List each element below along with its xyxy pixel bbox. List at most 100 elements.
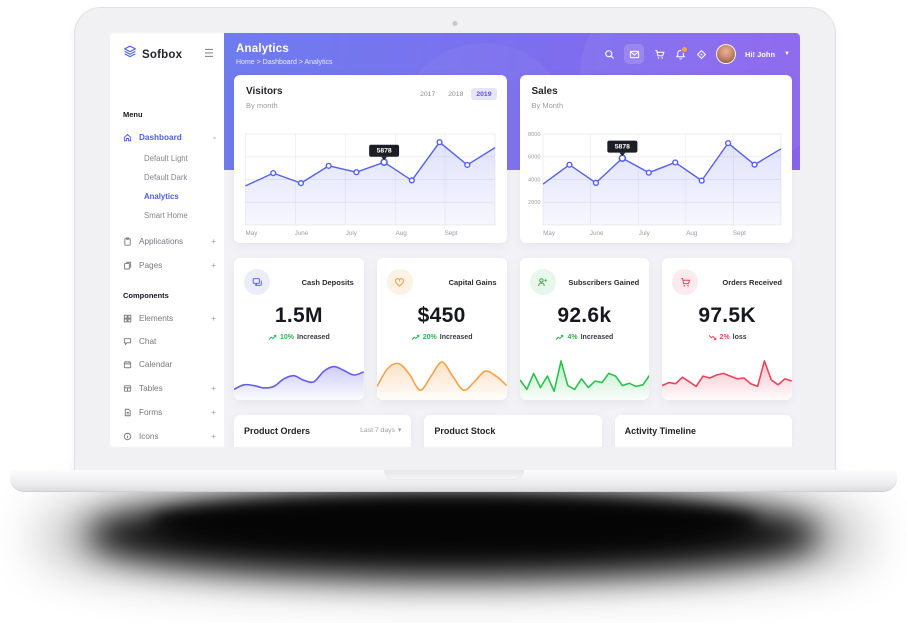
stat-value: 92.6k bbox=[557, 304, 612, 327]
stat-title: Orders Received bbox=[722, 277, 782, 287]
stat-card-cash-deposits: Cash Deposits 1.5M 10% Increased bbox=[234, 258, 364, 400]
info-circle-icon bbox=[123, 432, 132, 440]
file-icon bbox=[124, 408, 131, 416]
svg-text:5878: 5878 bbox=[614, 144, 629, 151]
sparkline-chart bbox=[234, 354, 364, 400]
search-icon[interactable] bbox=[603, 48, 615, 60]
laptop-camera bbox=[452, 21, 458, 26]
main-area: Analytics Home > Dashboard > Analytics bbox=[224, 33, 800, 447]
svg-text:5878: 5878 bbox=[377, 148, 392, 155]
pages-icon bbox=[124, 261, 132, 269]
card-title: Activity Timeline bbox=[624, 426, 697, 436]
collapse-indicator[interactable]: - bbox=[213, 132, 216, 142]
sales-line-chart[interactable]: May June July Aug Sept 2000 4000 6000 8000 5878 bbox=[526, 116, 783, 238]
date-filter-dropdown[interactable]: Last 7 days ▾ bbox=[360, 426, 402, 435]
trend-up-icon bbox=[555, 334, 564, 341]
sidebar-toggle-icon[interactable]: ☰ bbox=[204, 48, 214, 60]
user-avatar[interactable] bbox=[716, 44, 737, 64]
svg-text:May: May bbox=[543, 230, 556, 237]
clipboard-icon bbox=[124, 236, 131, 246]
stat-card-capital-gains: Capital Gains $450 20% Increased bbox=[376, 258, 507, 400]
stat-title: Subscribers Gained bbox=[568, 277, 640, 287]
page-title: Analytics bbox=[236, 43, 289, 55]
laptop-notch bbox=[383, 470, 524, 480]
sidebar-item-icons[interactable]: Icons + bbox=[110, 424, 224, 447]
sidebar-item-dashboard[interactable]: Dashboard - bbox=[110, 125, 224, 149]
sparkline-chart bbox=[519, 354, 650, 400]
svg-text:May: May bbox=[246, 230, 259, 237]
breadcrumb: Home > Dashboard > Analytics bbox=[236, 59, 333, 66]
message-icon bbox=[244, 269, 270, 295]
svg-text:June: June bbox=[295, 230, 309, 237]
svg-text:Aug: Aug bbox=[686, 230, 698, 237]
laptop-shadow-core bbox=[150, 496, 757, 548]
svg-text:July: July bbox=[638, 230, 650, 237]
sidebar-item-smart-home[interactable]: Smart Home bbox=[144, 211, 188, 220]
sofbox-logo-icon bbox=[123, 45, 137, 64]
svg-text:July: July bbox=[346, 230, 358, 237]
screen: Sofbox ☰ Menu Dashboard - Default Light … bbox=[110, 33, 800, 447]
bell-icon[interactable] bbox=[674, 46, 689, 60]
chevron-down-icon[interactable]: ▼ bbox=[784, 51, 790, 57]
sidebar-item-analytics[interactable]: Analytics bbox=[144, 192, 179, 201]
expand-indicator[interactable]: + bbox=[211, 236, 216, 246]
stat-title: Capital Gains bbox=[448, 277, 497, 287]
card-title: Product Orders bbox=[244, 426, 311, 436]
cart-icon[interactable] bbox=[653, 48, 665, 60]
product-orders-card: Product Orders Last 7 days ▾ bbox=[234, 415, 412, 447]
svg-text:2000: 2000 bbox=[528, 200, 540, 206]
sidebar-item-calendar[interactable]: Calendar bbox=[110, 353, 224, 376]
laptop-base bbox=[10, 470, 897, 491]
tab-2019[interactable]: 2019 bbox=[471, 88, 497, 100]
card-title: Visitors bbox=[246, 86, 283, 97]
sidebar-item-elements[interactable]: Elements + bbox=[110, 306, 224, 330]
sidebar-item-tables[interactable]: Tables + bbox=[110, 376, 224, 400]
svg-text:6000: 6000 bbox=[528, 155, 540, 161]
card-subtitle: By Month bbox=[531, 101, 564, 110]
cart-icon bbox=[672, 269, 699, 295]
stat-trend: 10% Increased bbox=[244, 334, 354, 341]
locate-icon[interactable] bbox=[695, 48, 707, 60]
calendar-icon bbox=[123, 361, 132, 369]
trend-up-icon bbox=[268, 334, 277, 341]
svg-text:Aug: Aug bbox=[396, 230, 408, 237]
stat-trend: 2% loss bbox=[672, 334, 782, 341]
stat-value: $450 bbox=[417, 304, 466, 327]
app-logo-text: Sofbox bbox=[142, 48, 183, 61]
notification-badge bbox=[681, 46, 689, 53]
sidebar-item-chat[interactable]: Chat bbox=[110, 330, 224, 353]
card-title: Sales bbox=[531, 86, 558, 97]
sidebar-item-forms[interactable]: Forms + bbox=[110, 400, 224, 424]
chat-icon bbox=[123, 338, 132, 346]
activity-timeline-card: Activity Timeline bbox=[614, 415, 792, 447]
tab-2018[interactable]: 2018 bbox=[448, 90, 464, 98]
visitors-card: Visitors By month 2017 2018 2019 May June… bbox=[234, 75, 507, 243]
card-subtitle: By month bbox=[246, 101, 278, 110]
mail-icon[interactable] bbox=[624, 44, 645, 64]
sparkline-chart bbox=[662, 354, 792, 400]
sidebar-item-default-light[interactable]: Default Light bbox=[144, 154, 188, 163]
product-stock-card: Product Stock bbox=[424, 415, 602, 447]
card-title: Product Stock bbox=[434, 426, 496, 436]
user-menu[interactable]: Hi! John bbox=[745, 49, 776, 59]
svg-text:Sept: Sept bbox=[732, 230, 745, 237]
visitors-line-chart[interactable]: May June July Aug Sept 5878 bbox=[244, 116, 497, 238]
sidebar-item-applications[interactable]: Applications + bbox=[110, 229, 224, 253]
sales-card: Sales By Month May June July Aug Sept 2000 400… bbox=[519, 75, 792, 243]
trend-down-icon bbox=[708, 334, 717, 341]
expand-indicator[interactable]: + bbox=[211, 260, 216, 270]
chevron-down-icon: ▾ bbox=[397, 427, 402, 434]
sidebar: Sofbox ☰ Menu Dashboard - Default Light … bbox=[110, 33, 224, 447]
sidebar-item-default-dark[interactable]: Default Dark bbox=[144, 173, 188, 182]
stat-value: 97.5K bbox=[698, 304, 756, 327]
sidebar-item-pages[interactable]: Pages + bbox=[110, 253, 224, 277]
heart-icon bbox=[386, 269, 413, 295]
stat-title: Cash Deposits bbox=[301, 277, 354, 287]
svg-text:Sept: Sept bbox=[445, 230, 458, 237]
laptop-bezel: Sofbox ☰ Menu Dashboard - Default Light … bbox=[75, 8, 835, 470]
svg-text:June: June bbox=[589, 230, 603, 237]
tab-2017[interactable]: 2017 bbox=[420, 90, 436, 98]
svg-text:4000: 4000 bbox=[528, 178, 540, 184]
menu-section-label: Menu bbox=[123, 110, 143, 119]
